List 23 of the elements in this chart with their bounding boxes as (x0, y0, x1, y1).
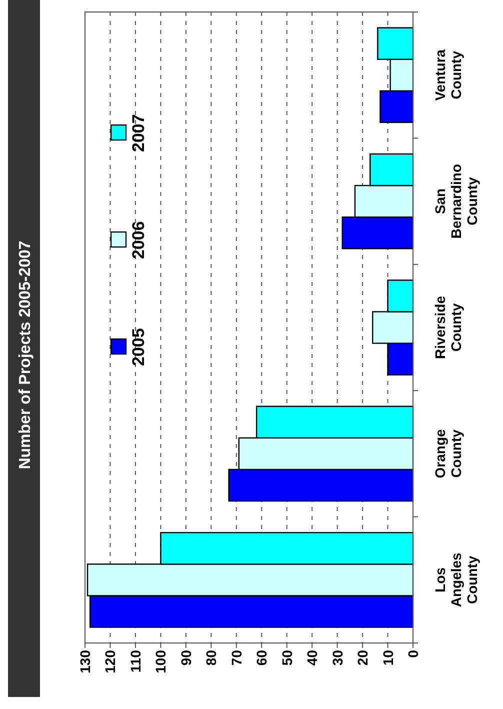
x-tick-label: 30 (329, 650, 346, 666)
legend-label: 2006 (129, 221, 148, 259)
legend-label: 2007 (129, 114, 148, 152)
x-tick-label: 20 (354, 650, 371, 666)
y-tick-label: San Bernardino County (432, 164, 480, 239)
x-tick-label: 40 (304, 650, 320, 666)
x-tick-label: 50 (278, 650, 295, 666)
text: Number of Projects 2005-2007 (17, 240, 34, 470)
x-tick-label: 100 (152, 650, 169, 674)
y-tick-label: Orange County (432, 428, 464, 478)
x-tick-label: 120 (102, 650, 118, 674)
x-tick-label: 10 (380, 650, 396, 666)
legend-label: 2005 (129, 328, 148, 366)
y-tick-label: Los Angeles County (432, 552, 480, 608)
x-tick-label: 90 (178, 650, 194, 666)
x-tick-label: 110 (127, 650, 144, 673)
x-tick-label: 80 (203, 650, 220, 666)
x-tick-label: 70 (228, 650, 244, 666)
y-tick-label: Riverside County (432, 296, 464, 360)
y-tick-label: Ventura County (432, 49, 464, 101)
x-tick-label: 0 (405, 650, 421, 658)
x-tick-label: 130 (77, 650, 93, 674)
x-tick-label: 60 (254, 650, 270, 666)
